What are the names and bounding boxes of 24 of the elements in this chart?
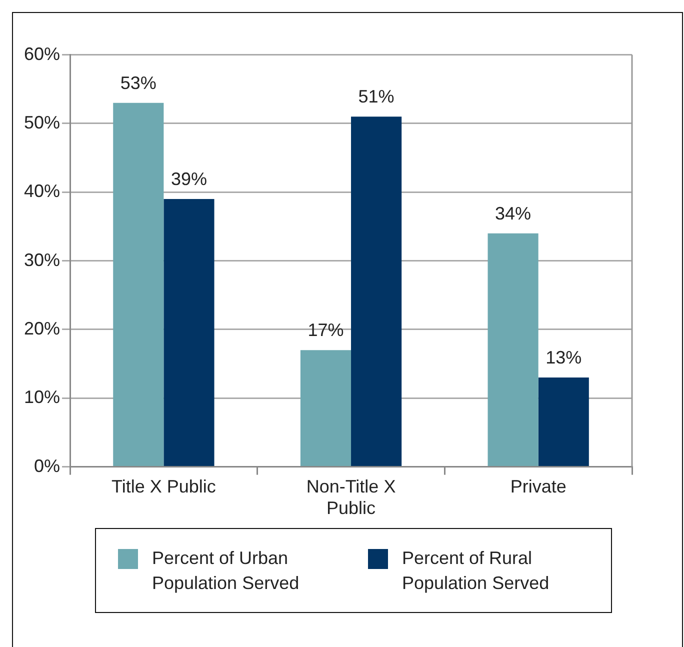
data-label: 34% [495, 203, 532, 224]
x-tick-label: Non-Title X Public [306, 476, 396, 518]
legend-label: Percent of Rural Population Served [402, 546, 550, 595]
bar [351, 116, 402, 466]
data-label: 51% [358, 86, 394, 107]
y-tick-label: 50% [24, 112, 60, 132]
data-label: 53% [120, 72, 156, 93]
bar [300, 350, 352, 466]
bar [164, 199, 214, 466]
bar [113, 102, 164, 466]
bar [488, 233, 538, 466]
y-tick-label: 10% [24, 387, 60, 408]
data-label: 39% [170, 168, 207, 189]
y-tick-label: 40% [24, 181, 60, 202]
y-tick-label: 60% [24, 44, 60, 64]
y-tick-label: 20% [24, 318, 60, 338]
data-label: 13% [546, 348, 582, 368]
x-tick-label: Private [510, 476, 566, 497]
y-tick-label: 0% [34, 456, 60, 476]
x-tick-label: Title X Public [112, 476, 216, 497]
bar [538, 378, 589, 466]
data-label: 17% [308, 320, 344, 340]
y-tick-label: 30% [24, 250, 60, 270]
legend-label: Percent of Urban Population Served [152, 546, 300, 595]
